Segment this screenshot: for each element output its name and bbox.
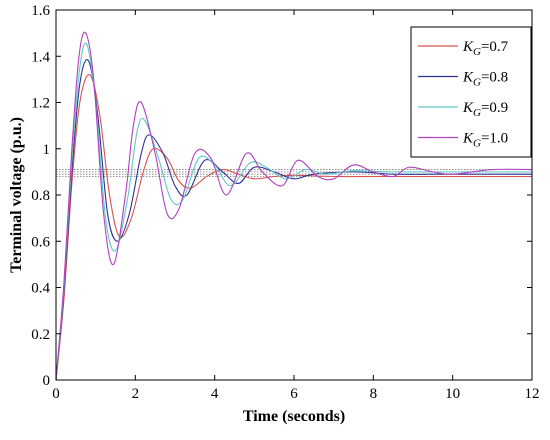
y-tick-label: 1.4 xyxy=(31,49,50,65)
y-tick-label: 1.6 xyxy=(31,3,50,19)
x-tick-label: 8 xyxy=(370,386,378,402)
x-tick-label: 4 xyxy=(211,386,219,402)
x-tick-label: 12 xyxy=(525,386,540,402)
y-tick-label: 0 xyxy=(43,373,51,389)
y-tick-label: 0.8 xyxy=(31,188,50,204)
x-tick-label: 2 xyxy=(132,386,140,402)
legend-label-1: KG=0.7 xyxy=(462,39,509,58)
y-tick-label: 1.2 xyxy=(31,96,50,112)
series-line-3 xyxy=(55,42,532,381)
legend-box xyxy=(410,26,532,158)
legend-label-3: KG=0.9 xyxy=(462,100,508,119)
legend: KG=0.7 KG=0.8 KG=0.9 KG=1.0 xyxy=(410,26,532,158)
x-axis-title: Time (seconds) xyxy=(243,408,345,425)
y-axis-title: Terminal voltage (p.u.) xyxy=(8,117,25,273)
x-tick-label: 10 xyxy=(445,386,460,402)
y-tick-label: 0.2 xyxy=(31,327,50,343)
series-layer xyxy=(55,31,533,381)
x-tick-labels: 0 2 4 6 8 10 12 xyxy=(52,386,539,402)
y-tick-label: 0.4 xyxy=(31,281,50,297)
y-tick-labels: 0 0.2 0.4 0.6 0.8 1 1.2 1.4 1.6 xyxy=(31,3,50,389)
legend-label-4: KG=1.0 xyxy=(462,131,508,150)
legend-label-2: KG=0.8 xyxy=(462,70,508,89)
x-tick-label: 0 xyxy=(52,386,60,402)
x-tick-label: 6 xyxy=(290,386,298,402)
y-tick-label: 1 xyxy=(43,142,51,158)
series-line-4 xyxy=(55,31,533,381)
series-line-1 xyxy=(55,74,532,381)
y-tick-label: 0.6 xyxy=(31,234,50,250)
